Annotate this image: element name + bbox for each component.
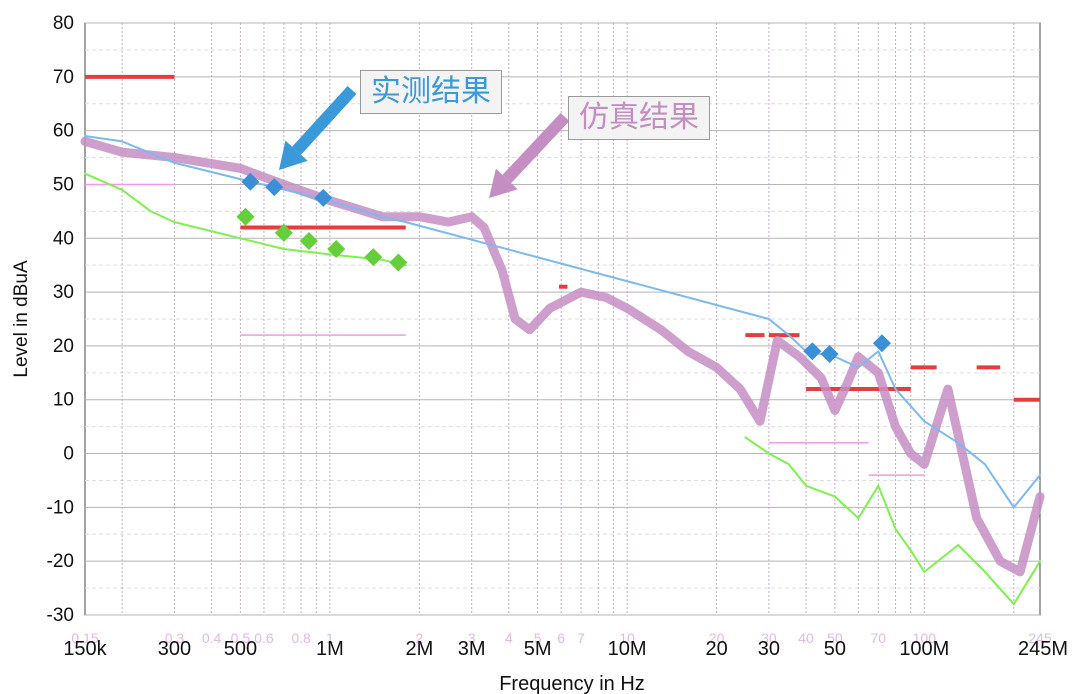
data-series xyxy=(80,135,1045,606)
diamond-marker xyxy=(314,188,333,207)
limit-lines xyxy=(85,74,1040,476)
x-major-tick-label: 5M xyxy=(524,638,552,660)
y-tick-label: 0 xyxy=(63,444,74,465)
y-tick-label: 10 xyxy=(53,390,74,411)
callout-simulation-result: 仿真结果 xyxy=(568,96,710,140)
callout-arrows xyxy=(279,85,570,198)
x-major-tick-label: 150k xyxy=(63,638,107,660)
x-major-tick-label: 300 xyxy=(158,638,191,660)
diamond-marker xyxy=(299,231,318,250)
y-tick-label: 60 xyxy=(53,121,74,142)
arrow-measured-head xyxy=(279,140,308,170)
diamond-marker xyxy=(265,178,284,197)
data-markers xyxy=(236,172,891,363)
x-major-tick-label: 10M xyxy=(608,638,647,660)
x-minor-tick-label: 0.3 xyxy=(165,630,185,646)
diamond-marker xyxy=(364,248,383,267)
arrow-measured-shaft xyxy=(292,85,357,155)
x-minor-tick-label: 30 xyxy=(761,630,777,646)
series-measured-average-hf xyxy=(744,436,1041,606)
x-major-tick-label: 500 xyxy=(224,638,257,660)
diamond-marker xyxy=(274,223,293,242)
y-tick-label: 20 xyxy=(53,336,74,357)
diamond-marker xyxy=(872,334,891,353)
x-minor-tick-label: 20 xyxy=(709,630,725,646)
x-axis-label: Frequency in Hz xyxy=(499,673,645,694)
diamond-marker xyxy=(820,344,839,363)
arrow-simulation-head xyxy=(489,168,518,198)
x-minor-tick-label: 245 xyxy=(1028,630,1052,646)
callout-measured-result: 实测结果 xyxy=(360,70,502,114)
x-minor-tick-label: 5 xyxy=(534,630,542,646)
x-major-tick-label: 50 xyxy=(824,638,846,660)
x-minor-tick-label: 7 xyxy=(577,630,585,646)
x-minor-tick-label: 6 xyxy=(557,630,565,646)
x-minor-tick-label: 10 xyxy=(619,630,635,646)
arrow-simulation-shaft xyxy=(502,112,570,184)
x-minor-tick-label: 40 xyxy=(798,630,814,646)
series-measured-average xyxy=(84,172,407,267)
y-tick-label: 70 xyxy=(53,67,74,88)
x-major-tick-label: 245M xyxy=(1018,638,1068,660)
x-minor-tick-label: 0.15 xyxy=(71,630,98,646)
x-major-tick-label: 30 xyxy=(758,638,780,660)
x-minor-tick-label: 4 xyxy=(505,630,513,646)
diamond-marker xyxy=(241,172,260,191)
x-minor-tick-label: 2 xyxy=(415,630,423,646)
x-minor-tick-label: 3 xyxy=(468,630,476,646)
x-minor-tick-label: 50 xyxy=(827,630,843,646)
diamond-marker xyxy=(327,240,346,259)
y-tick-label: -10 xyxy=(47,497,74,518)
x-major-tick-label: 2M xyxy=(405,638,433,660)
diamond-marker xyxy=(236,207,255,226)
x-minor-tick-label: 0.4 xyxy=(202,630,222,646)
y-tick-label: -30 xyxy=(47,605,74,626)
y-axis-label: Level in dBuA xyxy=(11,260,32,378)
x-minor-tick-label: 0.8 xyxy=(291,630,311,646)
x-minor-tick-label: 0.5 xyxy=(231,630,251,646)
x-minor-tick-label: 100 xyxy=(913,630,937,646)
x-major-tick-label: 1M xyxy=(316,638,344,660)
x-minor-tick-label: 0.6 xyxy=(254,630,274,646)
x-minor-tick-label: 70 xyxy=(871,630,887,646)
x-minor-tick-label: 1 xyxy=(326,630,334,646)
x-major-tick-label: 3M xyxy=(458,638,486,660)
x-major-tick-label: 20 xyxy=(705,638,727,660)
series-simulation xyxy=(80,136,1045,577)
diamond-marker xyxy=(389,253,408,272)
y-tick-label: -20 xyxy=(47,551,74,572)
x-major-tick-label: 100M xyxy=(899,638,949,660)
y-tick-label: 40 xyxy=(53,228,74,249)
y-tick-label: 80 xyxy=(53,13,74,34)
y-tick-label: 30 xyxy=(53,282,74,303)
y-tick-label: 50 xyxy=(53,174,74,195)
diamond-marker xyxy=(803,342,822,361)
